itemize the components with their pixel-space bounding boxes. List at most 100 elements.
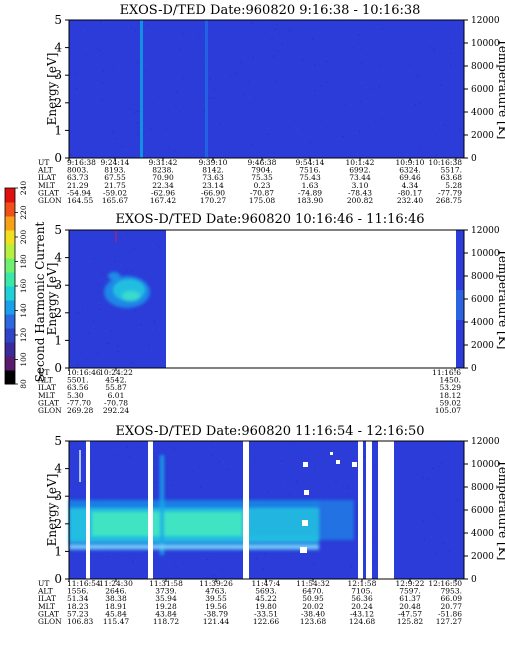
panel-2-title: EXOS-D/TED Date:960820 10:16:46 - 11:16:… xyxy=(115,212,424,227)
eph-value: 73.63 xyxy=(202,173,224,182)
eph-value: -66.90 xyxy=(201,188,225,197)
eph-value: 43.84 xyxy=(155,609,177,618)
eph-value: 5501. xyxy=(67,376,88,385)
eph-value: 12:16:50 xyxy=(428,579,462,588)
eph-value: 4763. xyxy=(205,587,226,596)
eph-value: -51.86 xyxy=(438,609,462,618)
ytick-label: 4 xyxy=(54,251,62,265)
eph-value: 124.68 xyxy=(349,617,375,626)
eph-value: 69.46 xyxy=(399,173,421,182)
panel-1: EXOS-D/TED Date:960820 9:16:38 - 10:16:3… xyxy=(37,3,505,205)
eph-value: -80.17 xyxy=(398,188,422,197)
panel-1-title: EXOS-D/TED Date:960820 9:16:38 - 10:16:3… xyxy=(120,3,421,18)
eph-value: 6992. xyxy=(349,166,370,175)
panel-1-y2label: Temperature [K] xyxy=(496,39,505,140)
y2tick-label: 8000 xyxy=(471,62,494,72)
eph-value: 73.44 xyxy=(349,173,371,182)
eph-row-label: ALT xyxy=(37,166,53,175)
eph-value: 232.40 xyxy=(397,196,423,205)
eph-row-label: GLON xyxy=(38,406,62,415)
ytick-label: 5 xyxy=(54,434,62,448)
eph-value: 175.08 xyxy=(249,196,275,205)
ytick-label: 4 xyxy=(54,41,62,55)
eph-value: 12:1:58 xyxy=(348,579,377,588)
eph-value: 6.01 xyxy=(108,391,125,400)
eph-row-label: MLT xyxy=(38,602,55,611)
panel-2-y2label: Temperature [K] xyxy=(496,249,505,350)
eph-row-label: GLAT xyxy=(38,398,59,407)
eph-value: 20.24 xyxy=(351,602,373,611)
ytick-label: 0 xyxy=(54,361,62,375)
eph-row-label: MLT xyxy=(38,181,55,190)
eph-row-label: UT xyxy=(38,368,49,377)
colorbar-swatch xyxy=(5,356,15,371)
eph-value: 23.14 xyxy=(202,181,224,190)
y2tick-label: 8000 xyxy=(471,483,494,493)
eph-value: 122.66 xyxy=(253,617,279,626)
colorbar-swatch xyxy=(5,202,15,217)
eph-value: 8003. xyxy=(67,166,88,175)
eph-value: 70.90 xyxy=(152,173,174,182)
eph-value: 269.28 xyxy=(67,406,93,415)
eph-value: 1450. xyxy=(440,376,461,385)
eph-value: 10:24:22 xyxy=(99,368,133,377)
ytick-label: 5 xyxy=(54,223,62,237)
eph-value: 50.95 xyxy=(302,594,324,603)
ytick-label: 3 xyxy=(54,68,62,82)
colorbar-label: Second Harmonic Current xyxy=(33,222,47,383)
eph-value: 7105. xyxy=(351,587,372,596)
panel-2: EXOS-D/TED Date:960820 10:16:46 - 11:16:… xyxy=(37,212,505,415)
colorbar-tick-label: 200 xyxy=(19,230,28,245)
colorbar-tick-label: 180 xyxy=(19,254,28,269)
eph-value: 61.37 xyxy=(399,594,421,603)
colorbar-tick-label: 140 xyxy=(19,303,28,318)
eph-value: -70.78 xyxy=(104,398,128,407)
eph-value: 115.47 xyxy=(103,617,129,626)
eph-value: 5.28 xyxy=(445,181,462,190)
eph-value: 105.07 xyxy=(435,406,461,415)
colorbar-tick-label: 80 xyxy=(19,379,28,389)
colorbar-tick-label: 220 xyxy=(19,205,28,220)
panel-3-y2label: Temperature [K] xyxy=(496,460,505,561)
eph-value: 66.09 xyxy=(441,594,463,603)
eph-value: 63.73 xyxy=(67,173,89,182)
y2tick-label: 12000 xyxy=(471,226,500,236)
ytick-label: 2 xyxy=(54,306,62,320)
eph-value: 12:9:22 xyxy=(396,579,425,588)
eph-row-label: ILAT xyxy=(38,594,56,603)
eph-value: -33.51 xyxy=(254,609,278,618)
eph-value: 75.43 xyxy=(299,173,321,182)
eph-value: 9:46:38 xyxy=(248,158,277,167)
eph-value: 18.23 xyxy=(67,602,89,611)
eph-value: 292.24 xyxy=(103,406,129,415)
eph-value: 59.02 xyxy=(440,398,462,407)
eph-value: -43.12 xyxy=(350,609,374,618)
y2tick-label: 4000 xyxy=(471,318,494,328)
eph-value: 1556. xyxy=(67,587,88,596)
eph-value: 8238. xyxy=(152,166,173,175)
panel-1-spectrogram xyxy=(68,19,465,159)
eph-value: 11:39:26 xyxy=(199,579,233,588)
eph-value: 5693. xyxy=(255,587,276,596)
ytick-label: 1 xyxy=(54,123,62,137)
eph-value: 200.82 xyxy=(347,196,373,205)
eph-value: 4542. xyxy=(105,376,126,385)
eph-row-label: MLT xyxy=(38,391,55,400)
ytick-label: 2 xyxy=(54,96,62,110)
eph-value: 10:1:42 xyxy=(346,158,375,167)
eph-row-label: ALT xyxy=(37,376,53,385)
panel-3-gap-4 xyxy=(366,441,372,579)
eph-value: 9:16:38 xyxy=(67,158,96,167)
panel-3-ylabel: Energy [eV] xyxy=(45,474,59,547)
eph-value: 57.23 xyxy=(67,609,89,618)
eph-value: 3.10 xyxy=(352,181,369,190)
eph-row-label: GLON xyxy=(38,196,62,205)
panel-3-title: EXOS-D/TED Date:960820 11:16:54 - 12:16:… xyxy=(115,424,424,439)
ytick-label: 5 xyxy=(54,13,62,27)
ytick-label: 1 xyxy=(54,544,62,558)
eph-value: 67.55 xyxy=(104,173,126,182)
eph-value: 121.44 xyxy=(203,617,229,626)
eph-value: 106.83 xyxy=(67,617,93,626)
eph-row-label: GLAT xyxy=(38,188,59,197)
eph-row-label: UT xyxy=(38,579,49,588)
